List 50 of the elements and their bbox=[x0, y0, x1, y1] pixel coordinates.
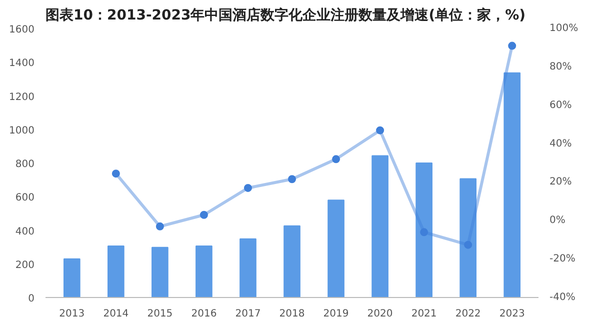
y-tick-label: 1200 bbox=[9, 92, 35, 103]
x-tick-label: 2013 bbox=[59, 308, 85, 320]
point bbox=[420, 228, 428, 236]
y2-tick-label: -20% bbox=[550, 254, 576, 265]
y-tick-label: 0 bbox=[28, 294, 35, 304]
x-tick-label: 2021 bbox=[411, 308, 437, 320]
chart-title: 图表10：2013-2023年中国酒店数字化企业注册数量及增速(单位：家，%) bbox=[46, 6, 526, 24]
bar bbox=[152, 246, 168, 298]
bar bbox=[328, 200, 344, 298]
x-tick-label: 2022 bbox=[455, 308, 481, 320]
y2-tick-label: 40% bbox=[550, 138, 572, 150]
y-tick-label: 200 bbox=[15, 260, 35, 271]
x-tick-label: 2023 bbox=[499, 308, 525, 320]
x-tick-label: 2017 bbox=[235, 308, 261, 320]
bar bbox=[460, 178, 476, 298]
y2-tick-label: 20% bbox=[550, 176, 572, 188]
x-tick-label: 2020 bbox=[367, 308, 393, 320]
bar bbox=[63, 258, 80, 298]
point bbox=[112, 170, 120, 178]
x-tick-label: 2019 bbox=[323, 308, 349, 320]
y2-tick-label: 0% bbox=[550, 215, 566, 226]
x-tick-label: 2014 bbox=[103, 308, 129, 320]
y-tick-label: 1600 bbox=[9, 24, 35, 36]
point bbox=[156, 222, 164, 230]
y-tick-label: 1400 bbox=[9, 58, 35, 70]
y2-tick-label: 60% bbox=[550, 100, 572, 111]
point bbox=[376, 126, 384, 134]
x-tick-label: 2018 bbox=[279, 308, 305, 320]
point bbox=[288, 175, 296, 184]
y2-tick-label: 80% bbox=[550, 61, 572, 72]
x-tick-label: 2016 bbox=[191, 308, 217, 320]
y2-tick-label: 100% bbox=[550, 23, 578, 34]
y-tick-label: 1000 bbox=[9, 125, 35, 136]
bar bbox=[416, 162, 432, 298]
point bbox=[244, 184, 252, 192]
bar bbox=[504, 72, 521, 298]
y-tick-label: 600 bbox=[15, 192, 35, 204]
bar bbox=[240, 238, 256, 298]
point bbox=[332, 155, 340, 164]
bar bbox=[196, 246, 212, 298]
point bbox=[200, 210, 208, 219]
y2-tick-label: -40% bbox=[550, 292, 576, 303]
y-tick-label: 400 bbox=[15, 226, 35, 238]
point bbox=[508, 42, 516, 50]
bar bbox=[108, 246, 124, 298]
bar bbox=[284, 225, 300, 298]
x-tick-label: 2015 bbox=[147, 308, 173, 320]
point bbox=[464, 240, 472, 249]
bar bbox=[372, 155, 388, 298]
y-tick-label: 800 bbox=[15, 159, 35, 170]
